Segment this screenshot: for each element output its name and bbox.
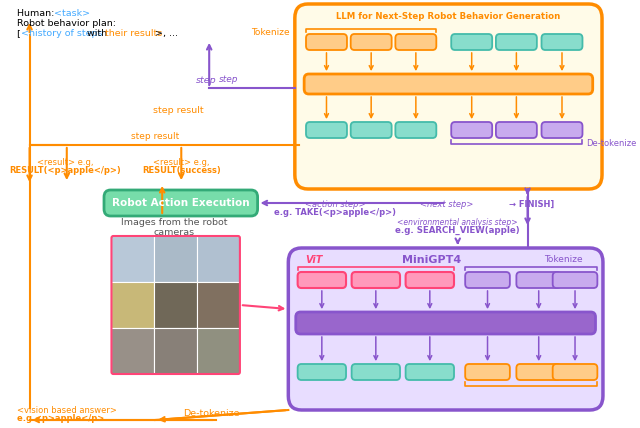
- FancyBboxPatch shape: [451, 34, 492, 50]
- Text: MiniGPT4: MiniGPT4: [402, 255, 461, 265]
- FancyBboxPatch shape: [396, 122, 436, 138]
- Bar: [111, 328, 154, 374]
- Text: >, ...: >, ...: [156, 29, 178, 38]
- FancyBboxPatch shape: [541, 122, 582, 138]
- Text: ViT: ViT: [306, 255, 323, 265]
- Text: e.g. SEARCH_VIEW(apple): e.g. SEARCH_VIEW(apple): [396, 226, 520, 235]
- FancyBboxPatch shape: [516, 364, 561, 380]
- Text: [: [: [17, 29, 20, 38]
- Text: Human:: Human:: [17, 9, 57, 18]
- FancyBboxPatch shape: [516, 272, 561, 288]
- FancyBboxPatch shape: [298, 272, 346, 288]
- Bar: [154, 328, 197, 374]
- FancyBboxPatch shape: [406, 272, 454, 288]
- Text: Robot behavior plan:: Robot behavior plan:: [17, 19, 115, 28]
- Text: e.g. TAKE(<p>apple</p>): e.g. TAKE(<p>apple</p>): [274, 208, 396, 217]
- FancyBboxPatch shape: [351, 34, 392, 50]
- Text: their results: their results: [105, 29, 162, 38]
- FancyBboxPatch shape: [289, 248, 603, 410]
- Text: Robot Action Execution: Robot Action Execution: [112, 198, 250, 208]
- FancyBboxPatch shape: [553, 364, 597, 380]
- FancyBboxPatch shape: [296, 312, 595, 334]
- Text: Tokenize: Tokenize: [251, 27, 289, 36]
- Text: Tokenize: Tokenize: [545, 256, 583, 265]
- FancyBboxPatch shape: [553, 272, 597, 288]
- FancyBboxPatch shape: [351, 364, 400, 380]
- FancyBboxPatch shape: [298, 364, 346, 380]
- Bar: [197, 282, 240, 328]
- FancyBboxPatch shape: [351, 122, 392, 138]
- Text: step result: step result: [131, 132, 179, 141]
- Text: RESULT(success): RESULT(success): [142, 166, 221, 175]
- Text: step result: step result: [153, 105, 204, 115]
- Text: LLM for Next-Step Robot Behavior Generation: LLM for Next-Step Robot Behavior Generat…: [336, 12, 561, 21]
- Text: <action step>: <action step>: [305, 200, 365, 209]
- Text: Images from the robot
cameras: Images from the robot cameras: [120, 218, 227, 238]
- Text: <vision based answer>: <vision based answer>: [17, 406, 116, 415]
- Bar: [154, 236, 197, 282]
- Text: <environmental analysis step>: <environmental analysis step>: [397, 218, 518, 227]
- FancyBboxPatch shape: [465, 364, 510, 380]
- Bar: [111, 236, 154, 282]
- Text: <history of steps: <history of steps: [21, 29, 102, 38]
- Text: <result> e.g,: <result> e.g,: [153, 158, 209, 167]
- FancyBboxPatch shape: [465, 272, 510, 288]
- Bar: [111, 282, 154, 328]
- Bar: [197, 236, 240, 282]
- FancyBboxPatch shape: [541, 34, 582, 50]
- FancyBboxPatch shape: [306, 34, 347, 50]
- Text: step: step: [196, 75, 217, 84]
- Text: De-tokenize: De-tokenize: [586, 140, 637, 149]
- FancyBboxPatch shape: [496, 122, 537, 138]
- FancyBboxPatch shape: [104, 190, 258, 216]
- Text: RESULT(<p>apple</p>): RESULT(<p>apple</p>): [9, 166, 121, 175]
- Bar: [197, 328, 240, 374]
- Text: → FINISH]: → FINISH]: [509, 200, 554, 209]
- Text: <task>: <task>: [54, 9, 90, 18]
- FancyBboxPatch shape: [306, 122, 347, 138]
- FancyBboxPatch shape: [406, 364, 454, 380]
- Text: step: step: [218, 75, 238, 84]
- FancyBboxPatch shape: [351, 272, 400, 288]
- Text: De-tokenize: De-tokenize: [183, 410, 239, 419]
- Text: <result> e.g,: <result> e.g,: [36, 158, 93, 167]
- FancyBboxPatch shape: [304, 74, 593, 94]
- Text: with: with: [84, 29, 111, 38]
- FancyBboxPatch shape: [295, 4, 602, 189]
- FancyBboxPatch shape: [396, 34, 436, 50]
- Text: <next step>: <next step>: [420, 200, 473, 209]
- FancyBboxPatch shape: [451, 122, 492, 138]
- Text: e.g <p>apple</p>: e.g <p>apple</p>: [17, 414, 104, 423]
- FancyBboxPatch shape: [496, 34, 537, 50]
- Bar: [154, 282, 197, 328]
